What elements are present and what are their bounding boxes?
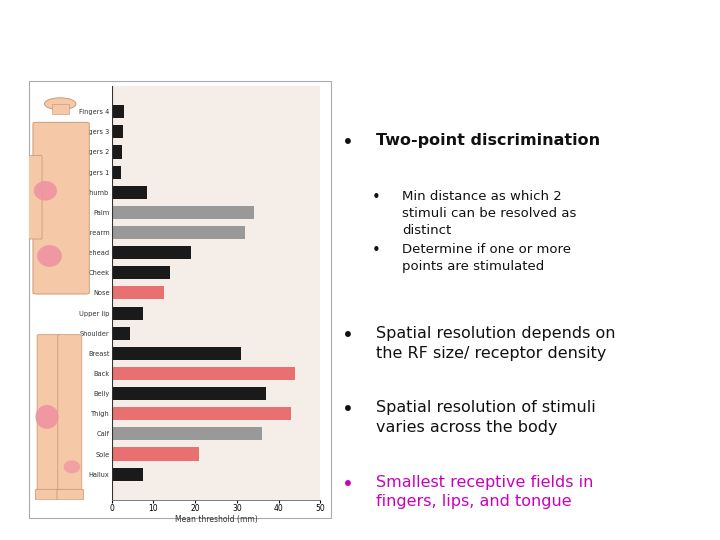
Text: Spatial resolution depends on
the RF size/ receptor density: Spatial resolution depends on the RF siz… <box>376 326 616 361</box>
Text: •: • <box>342 133 354 152</box>
Ellipse shape <box>45 98 76 110</box>
Ellipse shape <box>63 461 80 474</box>
Bar <box>112 125 123 138</box>
FancyBboxPatch shape <box>58 335 82 492</box>
Bar <box>112 427 262 441</box>
Text: •: • <box>342 326 354 345</box>
Bar <box>112 448 199 461</box>
FancyBboxPatch shape <box>29 81 331 518</box>
Bar <box>112 347 241 360</box>
Text: Determine if one or more
points are stimulated: Determine if one or more points are stim… <box>402 243 571 273</box>
Text: Smallest receptive fields in
fingers, lips, and tongue: Smallest receptive fields in fingers, li… <box>376 475 593 509</box>
Bar <box>112 105 124 118</box>
Bar <box>112 387 266 400</box>
FancyBboxPatch shape <box>33 122 89 294</box>
Bar <box>112 166 121 179</box>
Text: •: • <box>342 400 354 419</box>
Bar <box>112 468 143 481</box>
FancyBboxPatch shape <box>27 156 42 239</box>
Ellipse shape <box>34 181 57 200</box>
Bar <box>112 266 170 279</box>
FancyBboxPatch shape <box>35 489 62 500</box>
Bar <box>112 246 191 259</box>
Bar <box>112 186 147 199</box>
Text: Min distance as which 2
stimuli can be resolved as
distinct: Min distance as which 2 stimuli can be r… <box>402 190 577 238</box>
Text: Two-point discrimination: Two-point discrimination <box>13 25 382 51</box>
Bar <box>112 286 164 300</box>
Text: •: • <box>372 243 381 258</box>
X-axis label: Mean threshold (mm): Mean threshold (mm) <box>175 516 257 524</box>
Bar <box>112 226 246 239</box>
FancyBboxPatch shape <box>57 489 84 500</box>
FancyBboxPatch shape <box>52 104 68 113</box>
Bar <box>112 367 295 380</box>
Bar <box>112 407 291 420</box>
Ellipse shape <box>37 245 62 267</box>
Text: Two-point discrimination: Two-point discrimination <box>376 133 600 148</box>
Bar <box>112 145 122 159</box>
Bar <box>112 206 253 219</box>
Bar <box>112 307 143 320</box>
Text: •: • <box>372 190 381 205</box>
Bar <box>112 327 130 340</box>
Text: Spatial resolution of stimuli
varies across the body: Spatial resolution of stimuli varies acr… <box>376 400 595 435</box>
Text: •: • <box>342 475 354 494</box>
FancyBboxPatch shape <box>37 335 61 492</box>
Ellipse shape <box>35 405 58 429</box>
